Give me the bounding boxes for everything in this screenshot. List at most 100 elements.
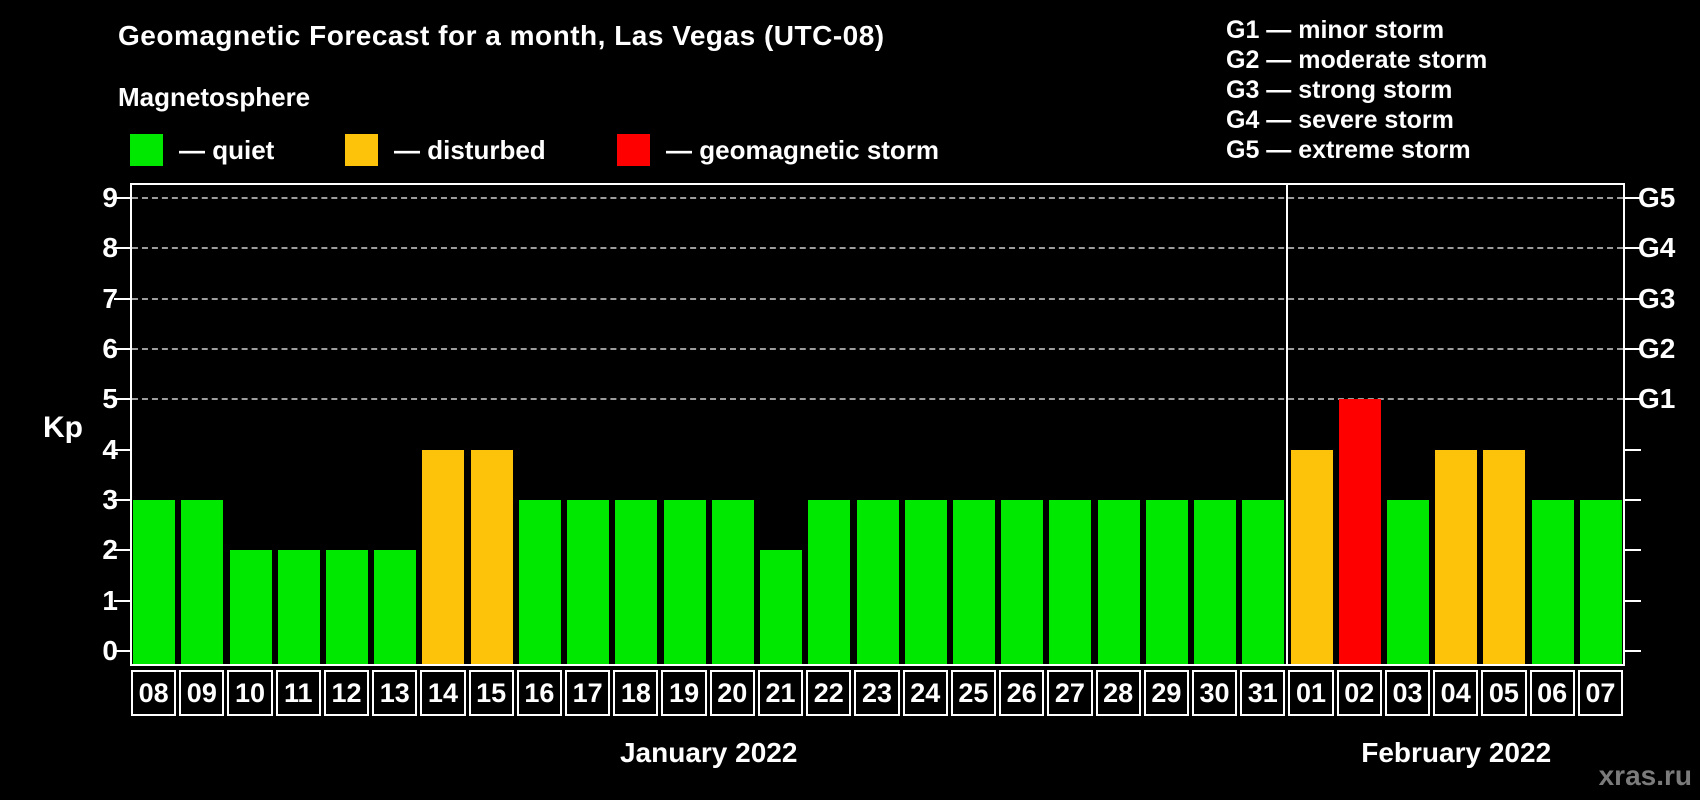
date-label: 25 [950,670,997,716]
month-label: January 2022 [619,737,798,768]
y-axis-tick [114,398,130,401]
g-scale-legend: G1 — minor storm G2 — moderate storm G3 … [1226,15,1487,165]
quiet-label: — quiet [179,134,275,165]
grid-line [132,297,1623,300]
y-axis-tick [114,498,130,501]
g-axis-label: G5 [1638,182,1676,214]
kp-bar [1435,449,1478,664]
right-axis-tick [1625,498,1641,501]
right-axis-tick [1625,197,1641,200]
date-label: 14 [420,670,466,716]
date-label: 11 [275,670,321,716]
date-label: 08 [131,670,177,716]
y-axis-tick [114,448,130,451]
y-tick-label: 1 [102,584,118,616]
kp-bar [1194,499,1237,664]
right-axis-tick [1625,348,1641,351]
kp-bar [856,499,899,664]
date-label: 16 [516,670,563,716]
date-label: 13 [372,670,418,716]
g5-legend-row: G5 — extreme storm [1226,136,1471,164]
kp-bar [904,499,947,664]
kp-bar [1290,449,1333,664]
date-label: 04 [1433,670,1479,716]
g3-legend-row: G3 — strong storm [1226,76,1453,104]
date-label: 15 [468,670,514,716]
date-label: 31 [1240,670,1286,716]
month-label: February 2022 [1361,737,1552,768]
date-label: 30 [1191,670,1238,716]
kp-bar [1049,499,1092,664]
storm-label: — geomagnetic storm [666,134,940,165]
legend-item-disturbed: — disturbed [345,131,546,169]
date-label: 05 [1481,670,1527,716]
y-tick-label: 2 [102,534,118,566]
month-separator [1286,183,1289,666]
g-axis-label: G3 [1638,282,1676,314]
y-axis-tick [114,649,130,652]
date-label: 27 [1047,670,1093,716]
kp-bar [374,550,417,664]
date-label: 18 [613,670,659,716]
plot-border [130,183,1625,666]
date-label: 19 [661,670,707,716]
kp-bar [470,449,513,664]
kp-bar [181,499,224,664]
date-label: 12 [323,670,370,716]
date-label: 09 [179,670,225,716]
date-label: 21 [757,670,804,716]
kp-bar [760,550,803,664]
g-axis-label: G1 [1638,383,1676,415]
kp-bar [1145,499,1188,664]
y-axis-tick [114,348,130,351]
kp-bar [1483,449,1526,664]
kp-bar [808,499,851,664]
kp-bar [1579,499,1622,664]
kp-bar [422,449,465,664]
kp-bar [1531,499,1574,664]
y-axis-tick [114,297,130,300]
y-axis-tick [114,197,130,200]
kp-bar [1001,499,1044,664]
grid-line [132,398,1623,401]
g-axis-label: G4 [1638,232,1676,264]
y-axis-tick [114,599,130,602]
y-tick-label: 5 [102,383,118,415]
kp-bar [567,499,610,664]
y-tick-label: 0 [102,634,118,666]
grid-line [132,348,1623,351]
date-label: 03 [1384,670,1431,716]
date-label: 06 [1529,670,1575,716]
date-label: 01 [1288,670,1334,716]
right-axis-tick [1625,247,1641,250]
kp-bar [326,550,369,664]
date-label: 20 [709,670,755,716]
kp-bar [133,499,176,664]
kp-bar [229,550,272,664]
kp-bar [1097,499,1140,664]
right-axis-tick [1625,448,1641,451]
kp-bar [1386,499,1429,664]
date-label: 10 [227,670,273,716]
kp-bar [518,499,561,664]
kp-bar [711,499,754,664]
watermark: xras.ru [1598,760,1692,791]
date-label: 26 [999,670,1045,716]
chart-title: Geomagnetic Forecast for a month, Las Ve… [118,20,885,51]
date-label: 17 [565,670,611,716]
kp-bar [277,550,320,664]
right-axis-tick [1625,549,1641,552]
g-axis-label: G2 [1638,333,1676,365]
y-tick-label: 8 [102,232,118,264]
y-axis-tick [114,247,130,250]
g4-legend-row: G4 — severe storm [1226,106,1454,134]
date-label: 07 [1577,670,1623,716]
disturbed-swatch [345,134,378,166]
legend-item-quiet: — quiet [130,131,274,169]
g2-legend-row: G2 — moderate storm [1226,46,1488,74]
disturbed-label: — disturbed [394,134,546,165]
right-axis-tick [1625,398,1641,401]
y-tick-label: 4 [102,433,118,465]
